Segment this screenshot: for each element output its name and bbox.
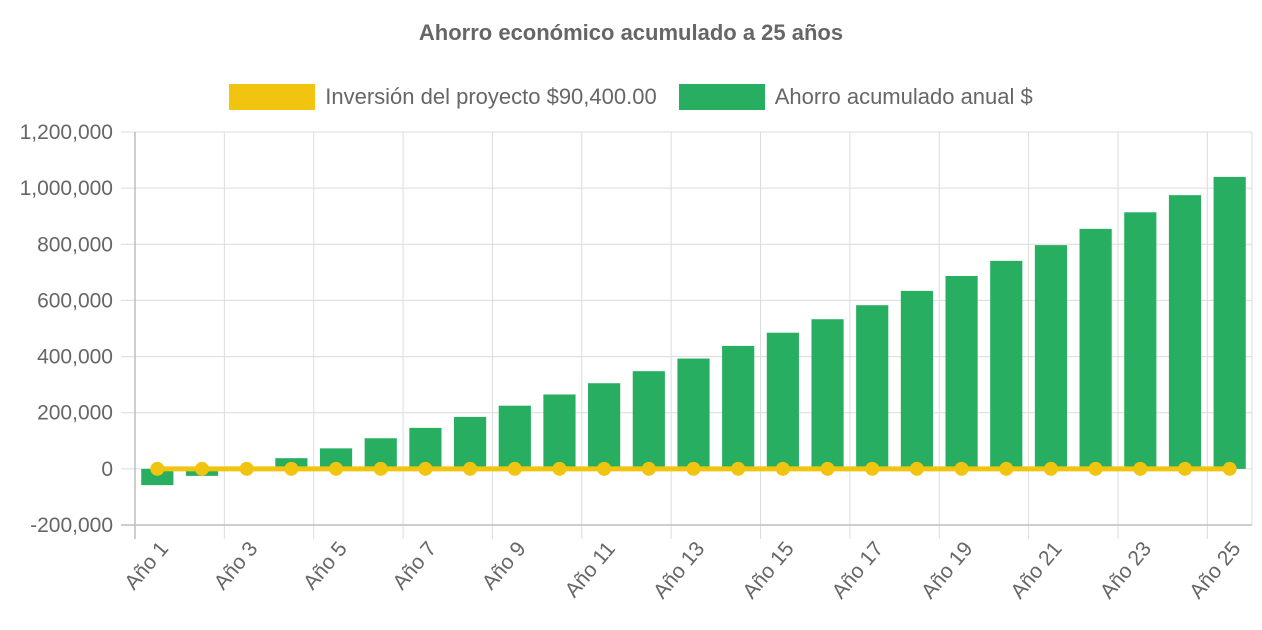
bar-savings — [632, 371, 665, 469]
x-tick-label: Año 15 — [738, 537, 798, 603]
point-investment — [1133, 461, 1148, 476]
bar-savings — [1168, 195, 1202, 469]
chart-title: Ahorro económico acumulado a 25 años — [418, 20, 844, 45]
x-tick-label: Año 1 — [120, 537, 173, 594]
x-tick-label: Año 3 — [210, 537, 263, 594]
point-investment — [1043, 461, 1058, 476]
x-tick-label: Año 19 — [917, 537, 977, 603]
point-investment — [150, 461, 165, 476]
bar-savings — [811, 319, 844, 469]
point-investment — [1088, 461, 1103, 476]
bar-savings — [1079, 228, 1112, 469]
x-tick-label: Año 9 — [478, 537, 531, 594]
bar-savings — [766, 332, 799, 469]
x-tick-label: Año 13 — [649, 537, 709, 603]
y-tick-label: 1,000,000 — [20, 177, 113, 200]
point-investment — [909, 461, 924, 476]
x-tick-label: Año 21 — [1006, 537, 1066, 603]
point-investment — [329, 461, 344, 476]
legend-swatch-investment — [229, 84, 316, 110]
point-investment — [552, 461, 567, 476]
point-investment — [373, 461, 388, 476]
y-tick-label: 1,200,000 — [20, 121, 113, 144]
point-investment — [418, 461, 433, 476]
bars-layer — [141, 176, 1246, 486]
y-tick-label: 200,000 — [37, 402, 113, 425]
bar-savings — [498, 405, 531, 469]
line-layer — [150, 461, 1237, 476]
bar-savings — [945, 276, 978, 469]
bar-savings — [454, 416, 487, 469]
x-tick-label: Año 17 — [828, 537, 888, 603]
point-investment — [463, 461, 478, 476]
bar-savings — [543, 394, 576, 469]
bar-savings — [588, 383, 621, 469]
point-investment — [999, 461, 1014, 476]
bar-savings — [722, 345, 755, 469]
point-investment — [820, 461, 835, 476]
bar-savings — [1034, 245, 1068, 469]
point-investment — [597, 461, 612, 476]
point-investment — [775, 461, 790, 476]
x-tick-label: Año 7 — [388, 537, 441, 594]
point-investment — [1177, 461, 1192, 476]
x-tick-label: Año 25 — [1185, 537, 1245, 603]
point-investment — [686, 461, 701, 476]
x-tick-label: Año 23 — [1096, 537, 1156, 603]
x-tick-label: Año 11 — [561, 537, 620, 602]
legend-label-investment: Inversión del proyecto $90,400.00 — [325, 84, 657, 109]
bar-savings — [1124, 212, 1157, 469]
bar-savings — [677, 358, 710, 469]
bar-savings — [1213, 176, 1246, 469]
bar-savings — [141, 468, 174, 486]
point-investment — [239, 461, 254, 476]
bar-savings — [856, 305, 889, 469]
bar-savings — [900, 290, 933, 469]
point-investment — [507, 461, 522, 476]
y-tick-label: 0 — [101, 458, 113, 481]
bar-savings — [319, 448, 353, 469]
point-investment — [195, 461, 210, 476]
y-tick-label: -200,000 — [30, 514, 113, 537]
legend-swatch-savings — [678, 84, 765, 110]
x-tick-label: Año 5 — [299, 537, 352, 594]
point-investment — [731, 461, 746, 476]
point-investment — [954, 461, 969, 476]
point-investment — [1222, 461, 1237, 476]
y-tick-label: 400,000 — [37, 346, 113, 369]
axis-layer: 1,200,000 1,000,000 800,000 600,000 400,000 2… — [20, 121, 1252, 603]
bar-savings — [990, 260, 1023, 469]
y-tick-label: 800,000 — [37, 233, 113, 256]
y-tick-label: 600,000 — [37, 289, 113, 312]
point-investment — [641, 461, 656, 476]
point-investment — [284, 461, 299, 476]
legend-label-savings: Ahorro acumulado anual $ — [774, 84, 1033, 109]
legend-item-investment[interactable]: Inversión del proyecto $90,400.00 — [229, 84, 657, 110]
legend: Inversión del proyecto $90,400.00 Ahorro… — [0, 84, 1262, 110]
legend-item-savings[interactable]: Ahorro acumulado anual $ — [678, 84, 1033, 110]
point-investment — [865, 461, 880, 476]
